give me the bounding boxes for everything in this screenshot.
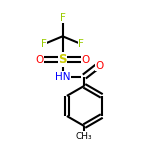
Text: S: S (58, 53, 67, 66)
Text: F: F (41, 39, 47, 49)
Text: O: O (96, 61, 104, 71)
Text: CH₃: CH₃ (76, 132, 93, 141)
Text: O: O (82, 54, 90, 64)
Text: F: F (60, 13, 66, 23)
Text: O: O (35, 54, 44, 64)
Text: F: F (78, 39, 84, 49)
Text: HN: HN (55, 72, 70, 82)
